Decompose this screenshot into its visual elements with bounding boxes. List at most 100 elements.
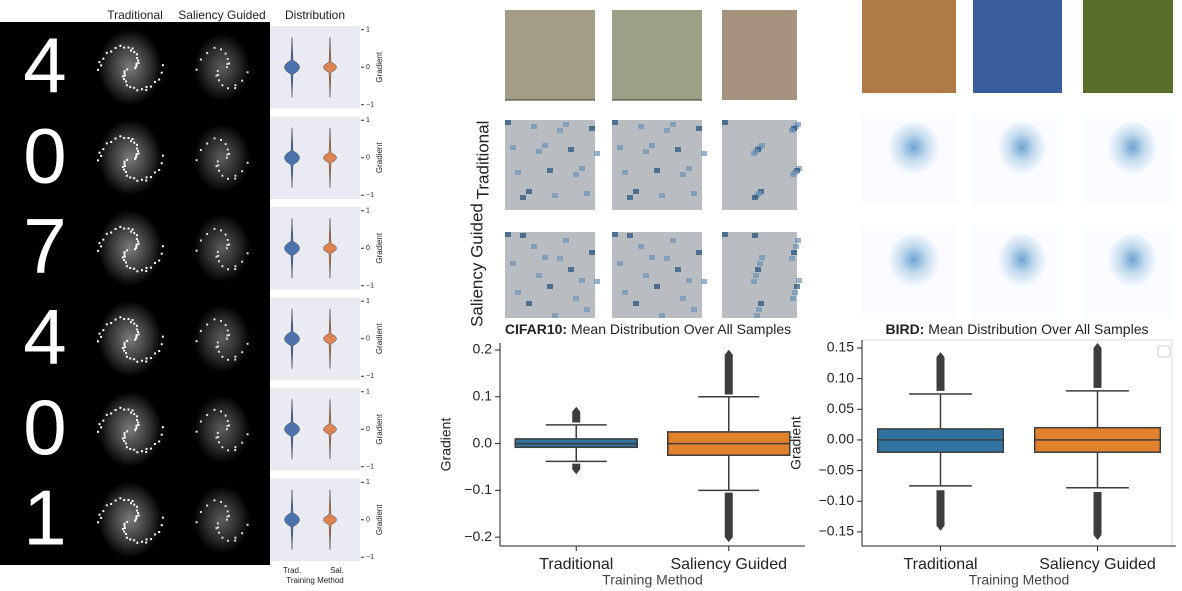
saliency-speck xyxy=(161,426,164,429)
saliency-speck xyxy=(225,156,228,159)
outlier-marker xyxy=(724,532,733,543)
saliency-speck xyxy=(136,360,139,363)
saliency-speck xyxy=(121,165,124,168)
saliency-speck xyxy=(119,316,122,319)
saliency-speck xyxy=(149,176,152,179)
y-tick-label: 0 xyxy=(366,517,370,524)
y-tick-label: 0.00 xyxy=(827,431,854,447)
saliency-speck xyxy=(141,450,143,453)
x-axis-label: Training Method xyxy=(602,572,703,588)
violin xyxy=(323,399,337,460)
y-tick-label: −1 xyxy=(366,464,374,471)
saliency-speck xyxy=(649,255,655,260)
saliency-speck xyxy=(133,232,136,235)
saliency-speck xyxy=(752,233,758,238)
y-tick-label: −0.05 xyxy=(819,461,855,477)
saliency-speck xyxy=(145,451,148,454)
saliency-speck xyxy=(542,143,548,148)
saliency-speck xyxy=(98,423,101,426)
saliency-speck xyxy=(215,255,218,258)
saliency-speck xyxy=(127,408,130,411)
saliency-speck xyxy=(153,352,156,355)
saliency-speck xyxy=(98,151,101,154)
saliency-speck xyxy=(105,413,108,416)
saliency-speck xyxy=(137,423,140,426)
saliency-speck xyxy=(675,147,681,152)
y-tick-label: −1 xyxy=(366,283,374,290)
saliency-speck xyxy=(141,359,143,362)
saliency-speck xyxy=(126,249,129,252)
saliency-speck xyxy=(105,51,108,54)
saliency-speck xyxy=(675,267,681,272)
saliency-speck xyxy=(225,247,228,250)
violin xyxy=(323,127,337,188)
saliency-speck xyxy=(226,515,229,518)
saliency-speck xyxy=(216,250,219,253)
saliency-speck xyxy=(195,340,198,343)
saliency-speck xyxy=(123,46,126,49)
saliency-speck xyxy=(133,177,136,180)
saliency-speck xyxy=(100,426,103,429)
saliency-speck xyxy=(241,170,244,173)
violin-panel xyxy=(270,388,360,471)
saliency-speck xyxy=(221,536,224,539)
saliency-speck xyxy=(696,126,702,131)
mnist-panel xyxy=(0,22,270,565)
saliency-speck xyxy=(134,67,136,70)
saliency-speck xyxy=(234,84,237,87)
y-tick-label: 0 xyxy=(366,245,370,252)
saliency-speck xyxy=(220,410,223,413)
saliency-speck xyxy=(123,318,126,321)
saliency-map xyxy=(98,210,162,287)
saliency-speck xyxy=(137,61,140,64)
saliency-speck xyxy=(137,511,140,514)
saliency-speck xyxy=(686,278,692,283)
y-axis-label: Gradient xyxy=(438,418,454,472)
saliency-speck xyxy=(125,84,128,87)
saliency-speck xyxy=(153,533,156,536)
saliency-speck xyxy=(158,350,161,353)
digit-image: 4 xyxy=(23,21,66,109)
title-text: Mean Distribution Over All Samples xyxy=(928,321,1148,337)
saliency-speck xyxy=(215,527,218,530)
saliency-speck xyxy=(526,189,532,194)
saliency-speck xyxy=(114,47,117,50)
saliency-speck xyxy=(213,318,216,321)
y-axis-label: Gradient xyxy=(788,416,804,470)
saliency-speck xyxy=(199,330,202,333)
saliency-speck xyxy=(97,249,100,252)
saliency-speck xyxy=(129,357,132,360)
saliency-speck xyxy=(579,278,585,283)
saliency-speck xyxy=(136,89,139,92)
violin-panel xyxy=(270,116,360,199)
input-image xyxy=(1083,0,1173,93)
saliency-speck xyxy=(220,500,223,503)
y-tick-label: 0.0 xyxy=(473,434,493,450)
saliency-speck xyxy=(123,74,126,77)
saliency-speck xyxy=(133,503,136,506)
saliency-speck xyxy=(102,148,105,151)
y-axis-label: Gradient xyxy=(375,142,384,173)
saliency-speck xyxy=(145,541,148,544)
saliency-speck xyxy=(563,238,569,243)
column-title: Traditional xyxy=(107,8,163,22)
saliency-speck xyxy=(136,541,139,544)
violin-panel xyxy=(270,26,360,109)
saliency-speck xyxy=(234,355,237,358)
saliency-speck xyxy=(123,70,126,73)
saliency-speck xyxy=(526,301,532,306)
saliency-speck xyxy=(134,156,137,159)
saliency-speck xyxy=(790,296,796,301)
saliency-speck xyxy=(145,89,148,92)
saliency-speck xyxy=(135,516,138,519)
saliency-speck xyxy=(129,538,132,541)
saliency-speck xyxy=(756,307,762,312)
saliency-speck xyxy=(135,154,138,157)
saliency-speck xyxy=(100,245,103,248)
saliency-speck xyxy=(612,120,618,125)
saliency-speck xyxy=(98,513,101,516)
saliency-speck xyxy=(199,149,202,152)
y-tick-label: 0.10 xyxy=(827,369,854,385)
saliency-speck xyxy=(216,341,219,344)
saliency-speck xyxy=(134,247,137,250)
